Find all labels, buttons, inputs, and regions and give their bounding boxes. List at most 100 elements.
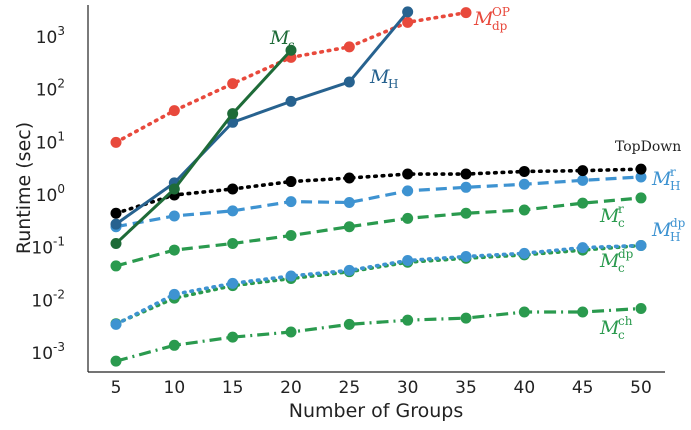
series-line — [115, 196, 642, 268]
y-tick-exponent: -1 — [53, 235, 65, 249]
axes — [87, 5, 665, 373]
data-point — [168, 244, 180, 256]
series-layer — [110, 6, 647, 367]
data-point — [110, 207, 122, 219]
data-point — [518, 204, 530, 216]
data-point — [635, 163, 647, 175]
data-point — [402, 16, 414, 28]
data-point — [227, 108, 239, 120]
y-tick-base: 10 — [36, 28, 58, 48]
data-point — [227, 331, 239, 343]
label-main: M — [369, 66, 390, 88]
y-tick-label: 103 — [36, 24, 65, 48]
label-sub: c — [618, 261, 625, 275]
data-point — [402, 212, 414, 224]
label-sup: r — [670, 165, 676, 179]
y-tick-exponent: 2 — [57, 77, 65, 91]
data-point — [285, 95, 297, 107]
data-point — [635, 239, 647, 251]
x-tick-label: 45 — [572, 378, 594, 398]
series-label-h-dp: Mdp H — [651, 216, 686, 244]
data-point — [518, 178, 530, 190]
series-c-r — [110, 192, 647, 272]
data-point — [577, 165, 589, 177]
y-tick-exponent: -3 — [53, 340, 65, 354]
x-tick-labels: 5 10 15 20 25 30 35 40 45 50 — [111, 378, 652, 398]
data-point — [460, 312, 472, 324]
data-point — [402, 255, 414, 267]
series-label-c-ch: Mch c — [599, 314, 633, 342]
y-tick-exponent: 3 — [57, 24, 65, 38]
data-point — [518, 165, 530, 177]
data-point — [168, 105, 180, 117]
series-label-c-dp: Mdp c — [599, 247, 634, 275]
data-point — [577, 197, 589, 209]
data-point — [402, 168, 414, 180]
y-tick-base: 10 — [36, 186, 58, 206]
series-label-c-r: Mr c — [599, 202, 625, 230]
y-tick-label: 101 — [36, 129, 65, 153]
y-tick-label: 10-1 — [31, 235, 65, 259]
label-sub: dp — [492, 19, 508, 33]
y-tick-label: 102 — [36, 77, 65, 101]
data-point — [460, 250, 472, 262]
label-sup: OP — [492, 5, 510, 19]
x-tick-label: 15 — [222, 378, 244, 398]
series-line — [115, 175, 642, 229]
label-sup: ch — [618, 314, 633, 328]
series-line — [114, 10, 410, 226]
x-tick-label: 30 — [397, 378, 419, 398]
y-tick-base: 10 — [31, 239, 53, 259]
data-point — [402, 6, 414, 18]
x-tick-label: 5 — [111, 378, 122, 398]
data-point — [285, 230, 297, 242]
series-line — [114, 167, 643, 216]
x-axis-label: Number of Groups — [289, 400, 463, 422]
data-point — [577, 306, 589, 318]
data-point — [343, 318, 355, 330]
data-point — [168, 210, 180, 222]
series-label-topdown: TopDown — [615, 139, 681, 155]
y-tick-label: 100 — [36, 182, 65, 206]
x-tick-label: 25 — [339, 378, 361, 398]
data-point — [343, 221, 355, 233]
data-point — [343, 41, 355, 53]
label-main: M — [651, 168, 672, 190]
label-main: M — [651, 219, 672, 241]
data-point — [110, 218, 122, 230]
data-point — [402, 185, 414, 197]
y-tick-exponent: 0 — [57, 182, 65, 196]
data-point — [168, 339, 180, 351]
data-point — [518, 247, 530, 259]
data-point — [460, 168, 472, 180]
data-point — [227, 237, 239, 249]
data-point — [402, 314, 414, 326]
data-point — [168, 288, 180, 300]
series-dp-op — [110, 7, 472, 148]
data-point — [168, 183, 180, 195]
x-tick-label: 35 — [455, 378, 477, 398]
data-point — [110, 237, 122, 249]
label-sup: dp — [618, 247, 634, 261]
series-line — [115, 306, 642, 363]
label-sub: H — [670, 230, 680, 244]
data-point — [285, 44, 297, 56]
label-main: M — [599, 205, 620, 227]
x-tick-label: 40 — [514, 378, 536, 398]
series-label-dp-op: MOP dp — [473, 5, 510, 33]
label-main: M — [599, 250, 620, 272]
series-c-dp — [110, 239, 647, 330]
series-label-h: MH — [369, 66, 398, 91]
series-line — [114, 48, 293, 245]
y-tick-base: 10 — [36, 133, 58, 153]
y-tick-base: 10 — [36, 81, 58, 101]
label-main: M — [473, 8, 494, 30]
data-point — [343, 197, 355, 209]
label-sup: dp — [670, 216, 686, 230]
data-point — [635, 192, 647, 204]
series-line — [114, 243, 643, 327]
data-point — [518, 306, 530, 318]
label-sup: r — [618, 202, 624, 216]
